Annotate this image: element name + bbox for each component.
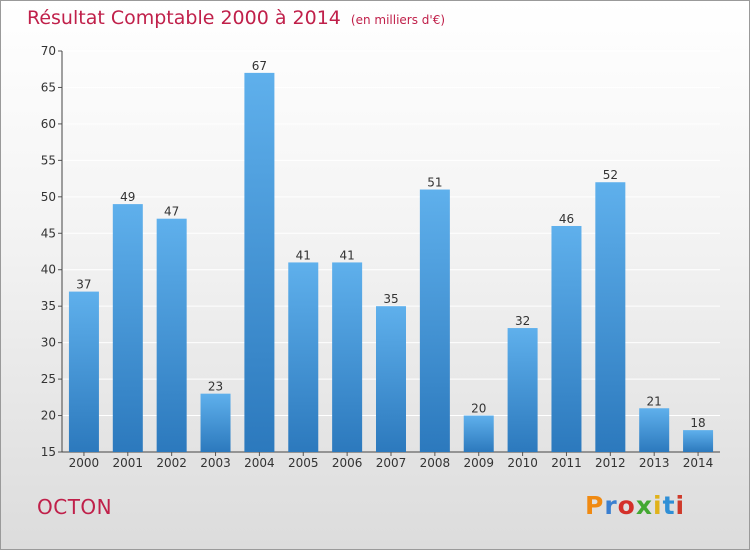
x-tick-label: 2008 — [420, 456, 451, 470]
x-tick-label: 2009 — [463, 456, 494, 470]
logo-letter: P — [585, 491, 605, 520]
data-label: 23 — [208, 380, 223, 394]
y-tick-label: 70 — [41, 44, 56, 58]
logo-letter: i — [653, 491, 663, 520]
bar — [639, 408, 670, 452]
x-tick-label: 2011 — [551, 456, 582, 470]
bar — [156, 218, 187, 452]
bar — [288, 262, 319, 452]
data-label: 47 — [164, 205, 179, 219]
y-tick-label: 30 — [41, 336, 56, 350]
data-label: 52 — [603, 168, 618, 182]
data-label: 67 — [252, 59, 267, 73]
x-tick-label: 2000 — [69, 456, 100, 470]
data-label: 51 — [427, 176, 442, 190]
bar — [244, 72, 275, 452]
x-tick-label: 2012 — [595, 456, 626, 470]
y-tick-label: 40 — [41, 263, 56, 277]
data-label: 20 — [471, 402, 486, 416]
x-tick-label: 2014 — [683, 456, 714, 470]
title-block: Résultat Comptable 2000 à 2014 (en millie… — [27, 7, 445, 29]
data-label: 41 — [296, 248, 311, 262]
proxiti-logo[interactable]: Proxiti — [585, 491, 685, 520]
bar — [376, 306, 406, 452]
x-tick-label: 2013 — [639, 456, 670, 470]
x-tick-label: 2003 — [200, 456, 231, 470]
bar — [68, 291, 99, 452]
chart-subtitle: (en milliers d'€) — [350, 13, 446, 27]
bar — [595, 182, 626, 452]
x-tick-label: 2006 — [332, 456, 363, 470]
data-label: 46 — [559, 212, 574, 226]
commune-name: OCTON — [37, 495, 113, 519]
data-label: 49 — [120, 190, 135, 204]
x-tick-label: 2007 — [376, 456, 407, 470]
y-tick-label: 55 — [41, 153, 56, 167]
data-label: 41 — [339, 248, 354, 262]
y-tick-label: 50 — [41, 190, 56, 204]
y-tick-label: 65 — [41, 80, 56, 94]
logo-letter: r — [604, 491, 618, 520]
x-tick-label: 2005 — [288, 456, 319, 470]
x-tick-label: 2002 — [156, 456, 187, 470]
chart-title: Résultat Comptable 2000 à 2014 — [27, 7, 341, 29]
x-tick-label: 2001 — [113, 456, 144, 470]
y-tick-label: 35 — [41, 299, 56, 313]
data-label: 32 — [515, 314, 530, 328]
bar — [507, 328, 538, 452]
logo-letter: t — [662, 491, 676, 520]
data-label: 18 — [690, 416, 705, 430]
logo-letter: i — [675, 491, 686, 520]
logo-letter: x — [635, 491, 653, 520]
bar — [463, 415, 494, 452]
y-tick-label: 20 — [41, 409, 56, 423]
x-tick-label: 2010 — [507, 456, 538, 470]
data-label: 21 — [647, 394, 662, 408]
bar — [112, 204, 143, 452]
y-tick-label: 60 — [41, 117, 56, 131]
bar — [419, 189, 450, 452]
y-tick-label: 45 — [41, 226, 56, 240]
x-tick-label: 2004 — [244, 456, 275, 470]
bar — [551, 225, 582, 452]
logo-letter: o — [617, 491, 636, 520]
data-label: 35 — [383, 292, 398, 306]
y-tick-label: 15 — [41, 445, 56, 459]
data-label: 37 — [76, 278, 91, 292]
bar — [683, 430, 714, 452]
bar — [200, 393, 231, 452]
y-tick-label: 25 — [41, 372, 56, 386]
bar — [332, 262, 363, 452]
